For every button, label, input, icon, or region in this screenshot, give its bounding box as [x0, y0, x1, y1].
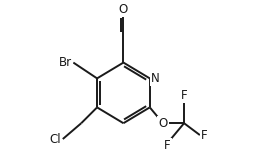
- Text: Cl: Cl: [50, 132, 62, 146]
- Text: F: F: [164, 139, 171, 152]
- Text: O: O: [158, 117, 168, 130]
- Text: N: N: [151, 72, 160, 85]
- Text: F: F: [201, 129, 208, 141]
- Text: Br: Br: [59, 56, 72, 69]
- Text: F: F: [181, 89, 187, 102]
- Text: O: O: [119, 3, 128, 16]
